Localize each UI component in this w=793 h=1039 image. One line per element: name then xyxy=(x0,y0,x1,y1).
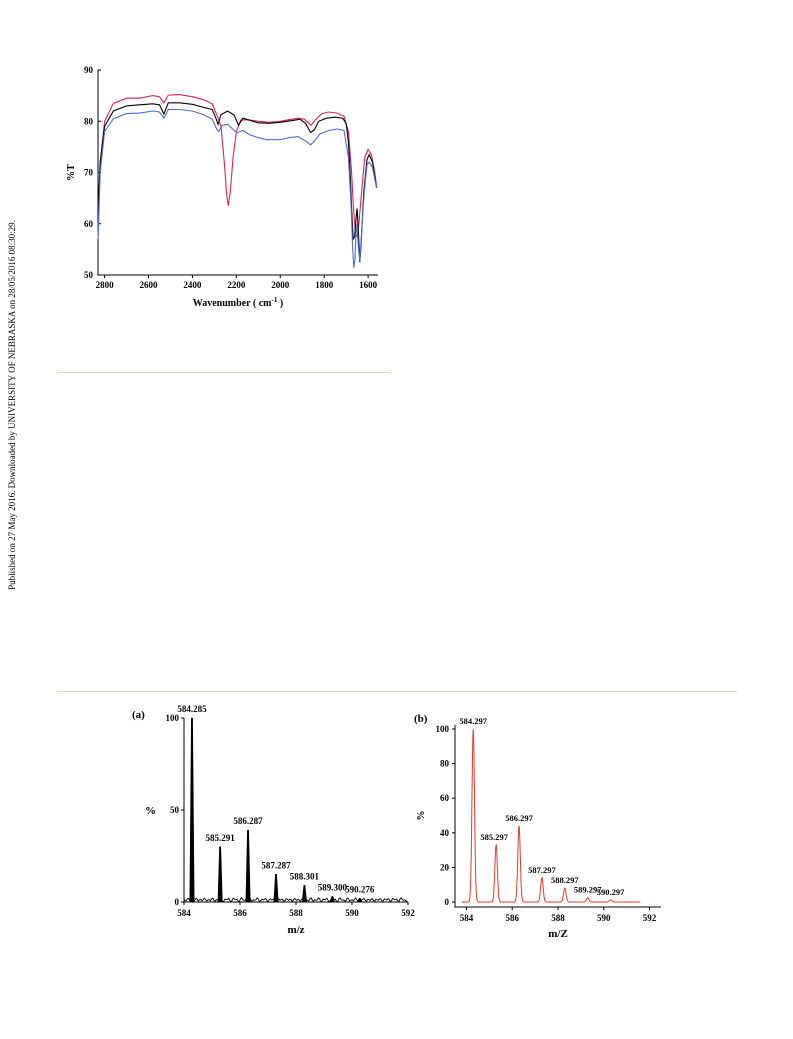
series-line xyxy=(461,729,641,903)
divider-rule xyxy=(58,691,737,692)
x-tick-label: 2400 xyxy=(183,280,202,290)
peak-bar xyxy=(245,829,251,903)
x-tick-label: 2800 xyxy=(96,280,115,290)
x-axis-label-superscript: -1 xyxy=(272,296,278,304)
y-axis-label: % xyxy=(416,811,427,821)
x-tick-label: 584 xyxy=(460,913,474,923)
peak-label: 586.297 xyxy=(505,813,533,823)
peak-bar xyxy=(329,896,335,903)
peak-bar xyxy=(357,898,363,903)
peak-label: 584.297 xyxy=(459,716,487,726)
x-tick-label: 590 xyxy=(597,913,611,923)
x-axis-label: m/Z xyxy=(548,928,568,940)
series-line xyxy=(97,108,378,268)
mass-spectrum-a-chart: (a) 0 50 100% 584 586 588 590 592 m/z 584.285 585.2… xyxy=(132,704,415,936)
peak-label: 585.297 xyxy=(480,832,508,842)
x-tick-label: 592 xyxy=(643,913,657,923)
y-tick-label: 60 xyxy=(440,793,450,803)
x-tick-label: 588 xyxy=(289,908,303,918)
peak-label: 588.301 xyxy=(290,871,320,881)
y-tick-label: 70 xyxy=(84,168,94,178)
x-axis-label: m/z xyxy=(287,924,304,936)
x-tick-label: 2600 xyxy=(140,280,159,290)
x-axis-label-text: Wavenumber ( cm xyxy=(193,298,272,309)
peak-label: 584.285 xyxy=(177,704,207,714)
x-tick-label: 586 xyxy=(233,908,247,918)
y-axis-label: % xyxy=(145,805,156,817)
y-tick-label: 100 xyxy=(436,724,450,734)
x-tick-label: 592 xyxy=(401,908,415,918)
peak-bar xyxy=(273,874,279,903)
y-axis-label: %T xyxy=(66,164,77,181)
peak-bar xyxy=(189,717,195,903)
peak-label: 589.297 xyxy=(574,885,602,895)
x-axis-label-tail: ) xyxy=(277,298,283,309)
y-tick-label: 20 xyxy=(440,862,450,872)
ir-spectrum-chart: 50 60 70 80 90 2800 2600 2400 2200 2000 1800 1600 Wa… xyxy=(66,65,378,309)
peak-label: 589.300 xyxy=(318,882,348,892)
y-tick-label: 80 xyxy=(84,116,94,126)
peak-label: 586.287 xyxy=(233,816,263,826)
y-tick-label: 100 xyxy=(166,713,180,723)
y-tick-label: 90 xyxy=(84,65,94,75)
axis-line xyxy=(454,725,661,908)
x-tick-label: 2200 xyxy=(227,280,246,290)
peak-label: 590.297 xyxy=(597,887,625,897)
series-line xyxy=(97,94,378,240)
peak-label: 587.297 xyxy=(528,865,556,875)
x-tick-label: 1600 xyxy=(359,280,378,290)
panel-label: (b) xyxy=(414,713,428,725)
x-tick-label: 2000 xyxy=(271,280,290,290)
x-tick-label: 1800 xyxy=(315,280,334,290)
peak-bar xyxy=(217,846,223,903)
series-line xyxy=(97,102,377,263)
peak-label: 585.291 xyxy=(206,833,236,843)
y-tick-label: 60 xyxy=(84,219,94,229)
peak-label: 588.297 xyxy=(551,875,579,885)
mass-spectrum-b-chart: (b) 0 20 40 60 80 100% 584 586 588 590 592 m/Z 584.29… xyxy=(414,713,661,940)
x-tick-label: 584 xyxy=(177,908,191,918)
peak-label: 590.276 xyxy=(345,884,375,894)
x-tick-label: 588 xyxy=(551,913,565,923)
peak-label: 587.287 xyxy=(261,860,291,870)
y-tick-label: 50 xyxy=(170,805,180,815)
publication-sidebar: Published on 27 May 2016. Downloaded by … xyxy=(0,0,24,1039)
axis-line xyxy=(97,70,378,276)
publication-note: Published on 27 May 2016. Downloaded by … xyxy=(7,220,17,590)
y-tick-label: 50 xyxy=(84,270,94,280)
x-axis-label: Wavenumber ( cm-1 ) xyxy=(193,296,283,309)
y-tick-label: 0 xyxy=(445,897,450,907)
peak-bar xyxy=(301,885,307,903)
y-tick-label: 0 xyxy=(175,897,180,907)
x-tick-label: 590 xyxy=(345,908,359,918)
y-tick-label: 40 xyxy=(440,828,450,838)
y-tick-label: 80 xyxy=(440,759,450,769)
divider-rule xyxy=(58,372,390,373)
x-tick-label: 586 xyxy=(505,913,519,923)
panel-label: (a) xyxy=(132,709,145,721)
